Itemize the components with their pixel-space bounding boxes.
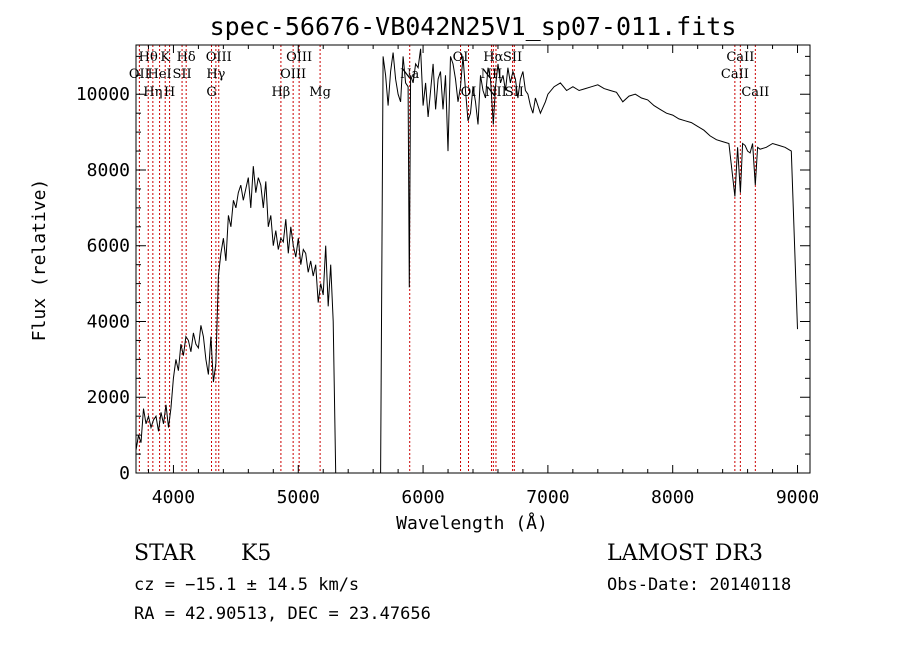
y-tick-label: 10000 [76, 84, 130, 105]
line-marker-label: Hα [483, 50, 503, 65]
line-marker-label: G [206, 85, 216, 100]
x-tick-label: 9000 [776, 487, 819, 508]
line-marker-label: H [164, 85, 175, 100]
y-tick-label: 8000 [87, 160, 130, 181]
spectrum-line [135, 48, 798, 474]
line-marker-label: CaII [726, 50, 754, 65]
line-marker-label: Hη [143, 85, 162, 100]
line-marker-label: Hγ [206, 67, 225, 82]
line-marker-label: Mg [309, 85, 331, 100]
line-marker-label: CaII [741, 85, 769, 100]
line-marker-label: CaII [721, 67, 749, 82]
line-marker-label: Hδ [177, 50, 196, 65]
redshift-cz: cz = −15.1 ± 14.5 km/s [134, 575, 359, 595]
x-tick-label: 6000 [401, 487, 444, 508]
emission-line-markers [138, 45, 756, 473]
x-tick-label: 7000 [526, 487, 569, 508]
ra-dec: RA = 42.90513, DEC = 23.47656 [134, 604, 431, 624]
line-marker-label: OIII [280, 67, 306, 82]
line-marker-label: K [160, 50, 170, 65]
line-marker-label: Na [400, 67, 419, 82]
line-marker-label: SII [172, 67, 191, 82]
plot-frame [135, 44, 811, 474]
y-axis-ticks: 0 2000 4000 6000 8000 10000 [76, 55, 810, 484]
x-axis-label: Wavelength (Å) [396, 512, 548, 534]
line-marker-label: SII [505, 85, 524, 100]
line-marker-label: OI [453, 50, 469, 65]
line-marker-label: Hβ [271, 85, 290, 100]
survey-name: LAMOST DR3 [607, 541, 763, 566]
line-marker-label: HeI [148, 67, 172, 82]
line-marker-label: OIII [286, 50, 312, 65]
line-marker-label: NII [485, 85, 507, 100]
x-tick-label: 5000 [277, 487, 320, 508]
y-axis-label: Flux (relative) [29, 179, 50, 342]
y-tick-label: 6000 [87, 236, 130, 257]
x-axis-ticks: 4000 5000 6000 7000 8000 9000 [147, 45, 819, 508]
line-marker-label: Hθ [139, 50, 158, 65]
chart-title: spec-56676-VB042N25V1_sp07-011.fits [210, 12, 737, 41]
object-class: STAR [134, 541, 196, 566]
obs-date: Obs-Date: 20140118 [607, 575, 791, 595]
line-marker-label: SII [503, 50, 522, 65]
subclass: K5 [241, 541, 271, 566]
line-marker-label: OII [129, 67, 150, 82]
line-marker-label: OIII [206, 50, 232, 65]
y-tick-label: 0 [119, 463, 130, 484]
x-tick-label: 8000 [651, 487, 694, 508]
x-tick-label: 4000 [152, 487, 195, 508]
y-tick-label: 4000 [87, 311, 130, 332]
y-tick-label: 2000 [87, 387, 130, 408]
